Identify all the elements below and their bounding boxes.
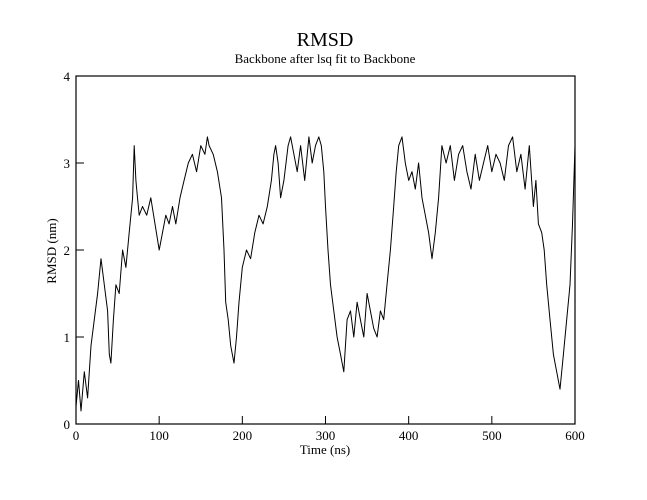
series-layer: [75, 136, 576, 412]
x-tick-label: 200: [233, 428, 253, 443]
y-axis-label: RMSD (nm): [44, 218, 59, 283]
chart-title: RMSD: [297, 29, 354, 51]
x-tick-label: 600: [565, 428, 585, 443]
chart-subtitle: Backbone after lsq fit to Backbone: [235, 51, 416, 66]
y-tick-label: 2: [64, 243, 71, 258]
x-tick-label: 300: [316, 428, 336, 443]
x-tick-label: 0: [73, 428, 80, 443]
rmsd-series-line: [75, 136, 576, 412]
y-tick-label: 4: [64, 69, 71, 84]
y-tick-label: 0: [64, 417, 71, 432]
y-tick-label: 3: [64, 156, 71, 171]
x-tick-label: 500: [482, 428, 502, 443]
x-tick-label: 100: [149, 428, 169, 443]
y-tick-label: 1: [64, 330, 71, 345]
x-axis-ticks: 0 100 200 300 400 500 600: [73, 416, 585, 443]
x-tick-label: 400: [399, 428, 419, 443]
x-axis-label: Time (ns): [300, 442, 350, 457]
plot-frame: [75, 75, 576, 425]
y-axis-ticks: 0 1 2 3 4: [64, 69, 84, 432]
